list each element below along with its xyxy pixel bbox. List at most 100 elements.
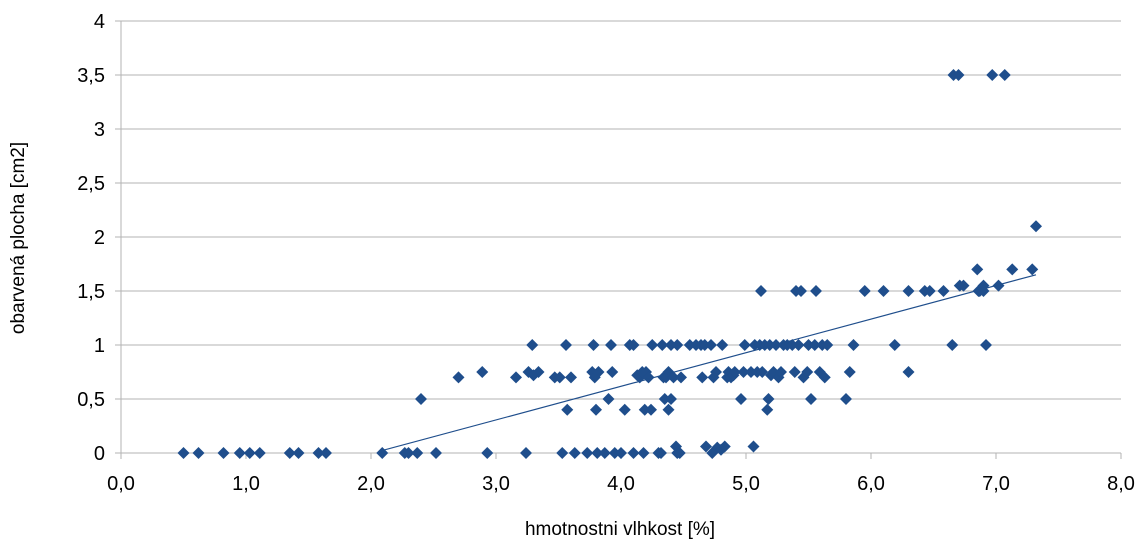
data-point	[637, 447, 650, 459]
data-point	[1026, 263, 1039, 276]
data-point	[808, 339, 821, 351]
data-point	[411, 447, 424, 459]
data-point	[565, 371, 577, 384]
data-point	[638, 403, 651, 416]
data-point	[627, 339, 640, 351]
data-point	[737, 366, 750, 378]
data-point	[590, 403, 602, 416]
data-point	[452, 371, 465, 384]
x-tick-label: 2,0	[357, 473, 385, 495]
data-point	[402, 447, 415, 459]
data-point	[775, 366, 787, 378]
data-point	[665, 393, 677, 405]
data-point	[675, 371, 687, 384]
y-tick-label: 0,5	[77, 389, 105, 411]
x-tick-label: 5,0	[732, 473, 760, 495]
data-point	[520, 447, 532, 459]
y-tick-label: 1,5	[77, 281, 105, 303]
data-point	[655, 447, 667, 459]
data-point	[591, 447, 604, 459]
data-point	[320, 447, 332, 459]
y-tick-label: 2,5	[77, 173, 105, 195]
x-tick-label: 7,0	[982, 473, 1010, 495]
data-point	[821, 339, 834, 351]
data-point	[581, 447, 594, 459]
data-point	[671, 339, 684, 351]
data-point	[786, 339, 799, 351]
data-point	[283, 447, 296, 459]
data-point	[847, 339, 860, 351]
data-point	[642, 371, 655, 384]
data-point	[217, 447, 230, 459]
data-point	[763, 339, 776, 351]
data-point	[673, 447, 686, 459]
data-point	[902, 366, 915, 378]
trendline	[380, 274, 1037, 452]
data-point	[667, 371, 680, 384]
data-point	[658, 393, 671, 405]
data-point	[795, 285, 807, 297]
axes	[115, 20, 1122, 459]
data-point	[645, 403, 657, 416]
data-point	[971, 263, 984, 276]
data-point	[888, 339, 901, 351]
data-point	[192, 447, 205, 459]
data-point	[510, 371, 522, 384]
data-point	[415, 393, 427, 405]
data-point	[312, 447, 325, 459]
y-axis-title: obarvená plocha [cm2]	[8, 142, 29, 334]
data-point	[696, 371, 709, 384]
data-point	[587, 339, 600, 351]
data-point	[1006, 263, 1019, 276]
data-point	[233, 447, 246, 459]
x-tick-label: 8,0	[1107, 473, 1135, 495]
data-point	[292, 447, 305, 459]
data-point	[476, 366, 489, 378]
tick-labels: 0 0,5 1 1,5 2 2,5 3 3,5 4 0,0 1,0 2,0 3,0 4,0 5,0 6,0 7,…	[77, 11, 1135, 495]
x-tick-label: 6,0	[857, 473, 885, 495]
data-point	[716, 339, 729, 351]
data-point	[801, 366, 814, 378]
data-point	[532, 366, 545, 378]
y-tick-label: 2	[94, 227, 105, 249]
data-point	[608, 447, 621, 459]
data-point	[553, 371, 566, 384]
data-point	[755, 285, 767, 297]
data-point	[605, 339, 617, 351]
data-point	[788, 366, 801, 378]
data-point	[561, 403, 574, 416]
data-point	[526, 339, 539, 351]
data-point	[253, 447, 266, 459]
data-point	[705, 339, 717, 351]
data-point	[243, 447, 256, 459]
grid-lines	[121, 20, 1121, 454]
data-point	[923, 285, 936, 297]
data-point	[592, 366, 605, 378]
data-point	[568, 447, 581, 459]
data-point	[957, 279, 970, 292]
data-point	[662, 403, 675, 416]
data-point	[481, 447, 494, 459]
data-point	[986, 69, 999, 81]
data-point	[560, 339, 572, 351]
data-point	[946, 339, 959, 351]
data-point	[598, 447, 611, 459]
data-point	[177, 447, 190, 459]
y-tick-label: 3,5	[77, 65, 105, 87]
data-point	[615, 447, 627, 459]
data-point	[747, 440, 760, 453]
data-point	[430, 447, 442, 459]
data-point	[698, 339, 711, 351]
data-point	[646, 339, 659, 351]
data-point	[618, 403, 631, 416]
data-point	[556, 447, 569, 459]
data-point	[1030, 220, 1042, 233]
data-point	[980, 339, 992, 351]
data-point	[602, 393, 615, 405]
data-point	[656, 339, 669, 351]
data-point	[683, 339, 696, 351]
trendline-line	[380, 274, 1037, 452]
data-point	[792, 339, 805, 351]
x-tick-label: 4,0	[607, 473, 635, 495]
